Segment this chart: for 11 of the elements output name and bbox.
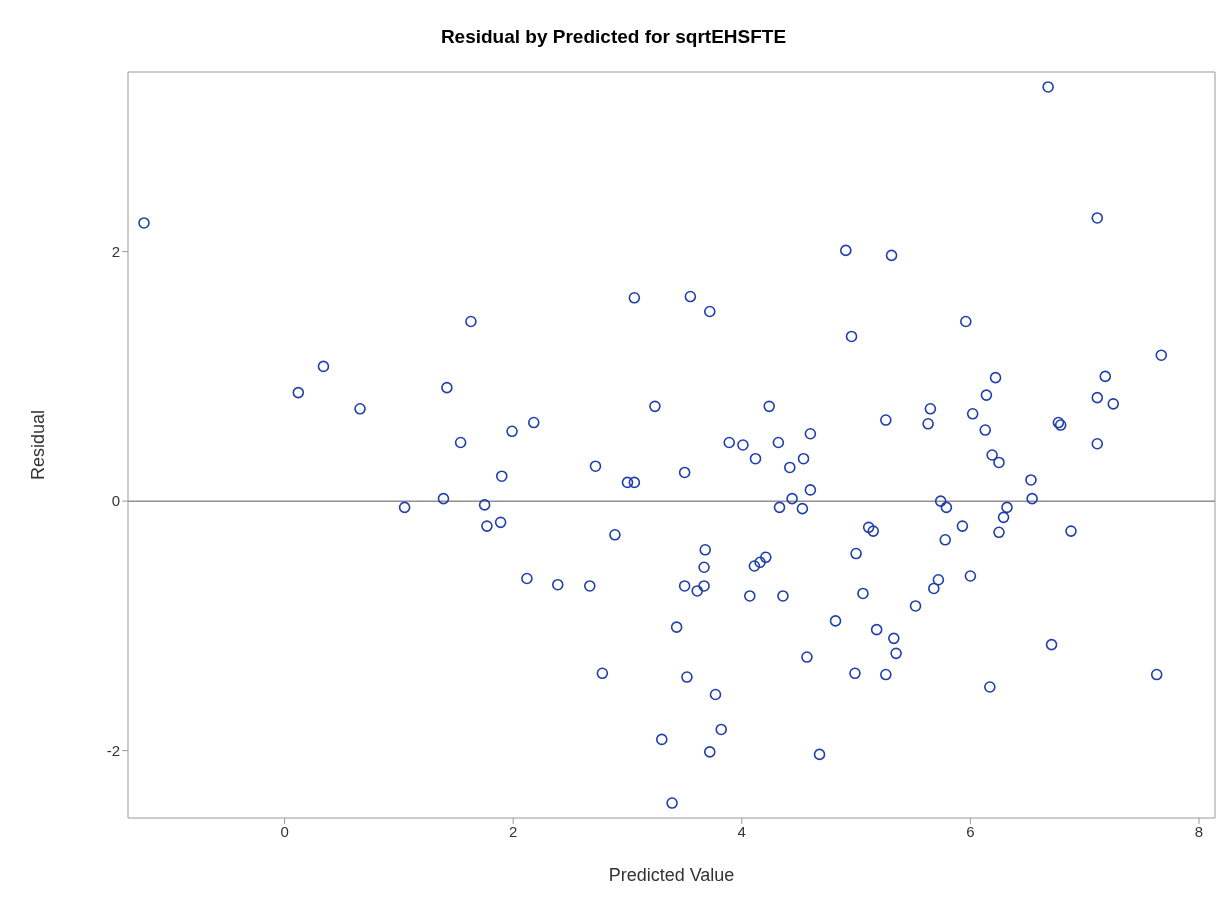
x-tick-label: 0 bbox=[280, 822, 289, 840]
x-tick-label: 2 bbox=[509, 822, 518, 840]
x-tick-label: 8 bbox=[1194, 822, 1204, 840]
x-tick-label: 4 bbox=[737, 822, 746, 840]
x-axis-title: Predicted Value bbox=[608, 865, 735, 885]
y-axis-title: Residual bbox=[28, 409, 49, 481]
chart-title: Residual by Predicted for sqrtEHSFTE bbox=[439, 26, 788, 48]
y-tick-label: 0 bbox=[111, 492, 120, 510]
x-tick-label: 6 bbox=[966, 822, 975, 840]
y-tick-label: 2 bbox=[111, 242, 120, 260]
y-tick-label: -2 bbox=[106, 741, 120, 759]
